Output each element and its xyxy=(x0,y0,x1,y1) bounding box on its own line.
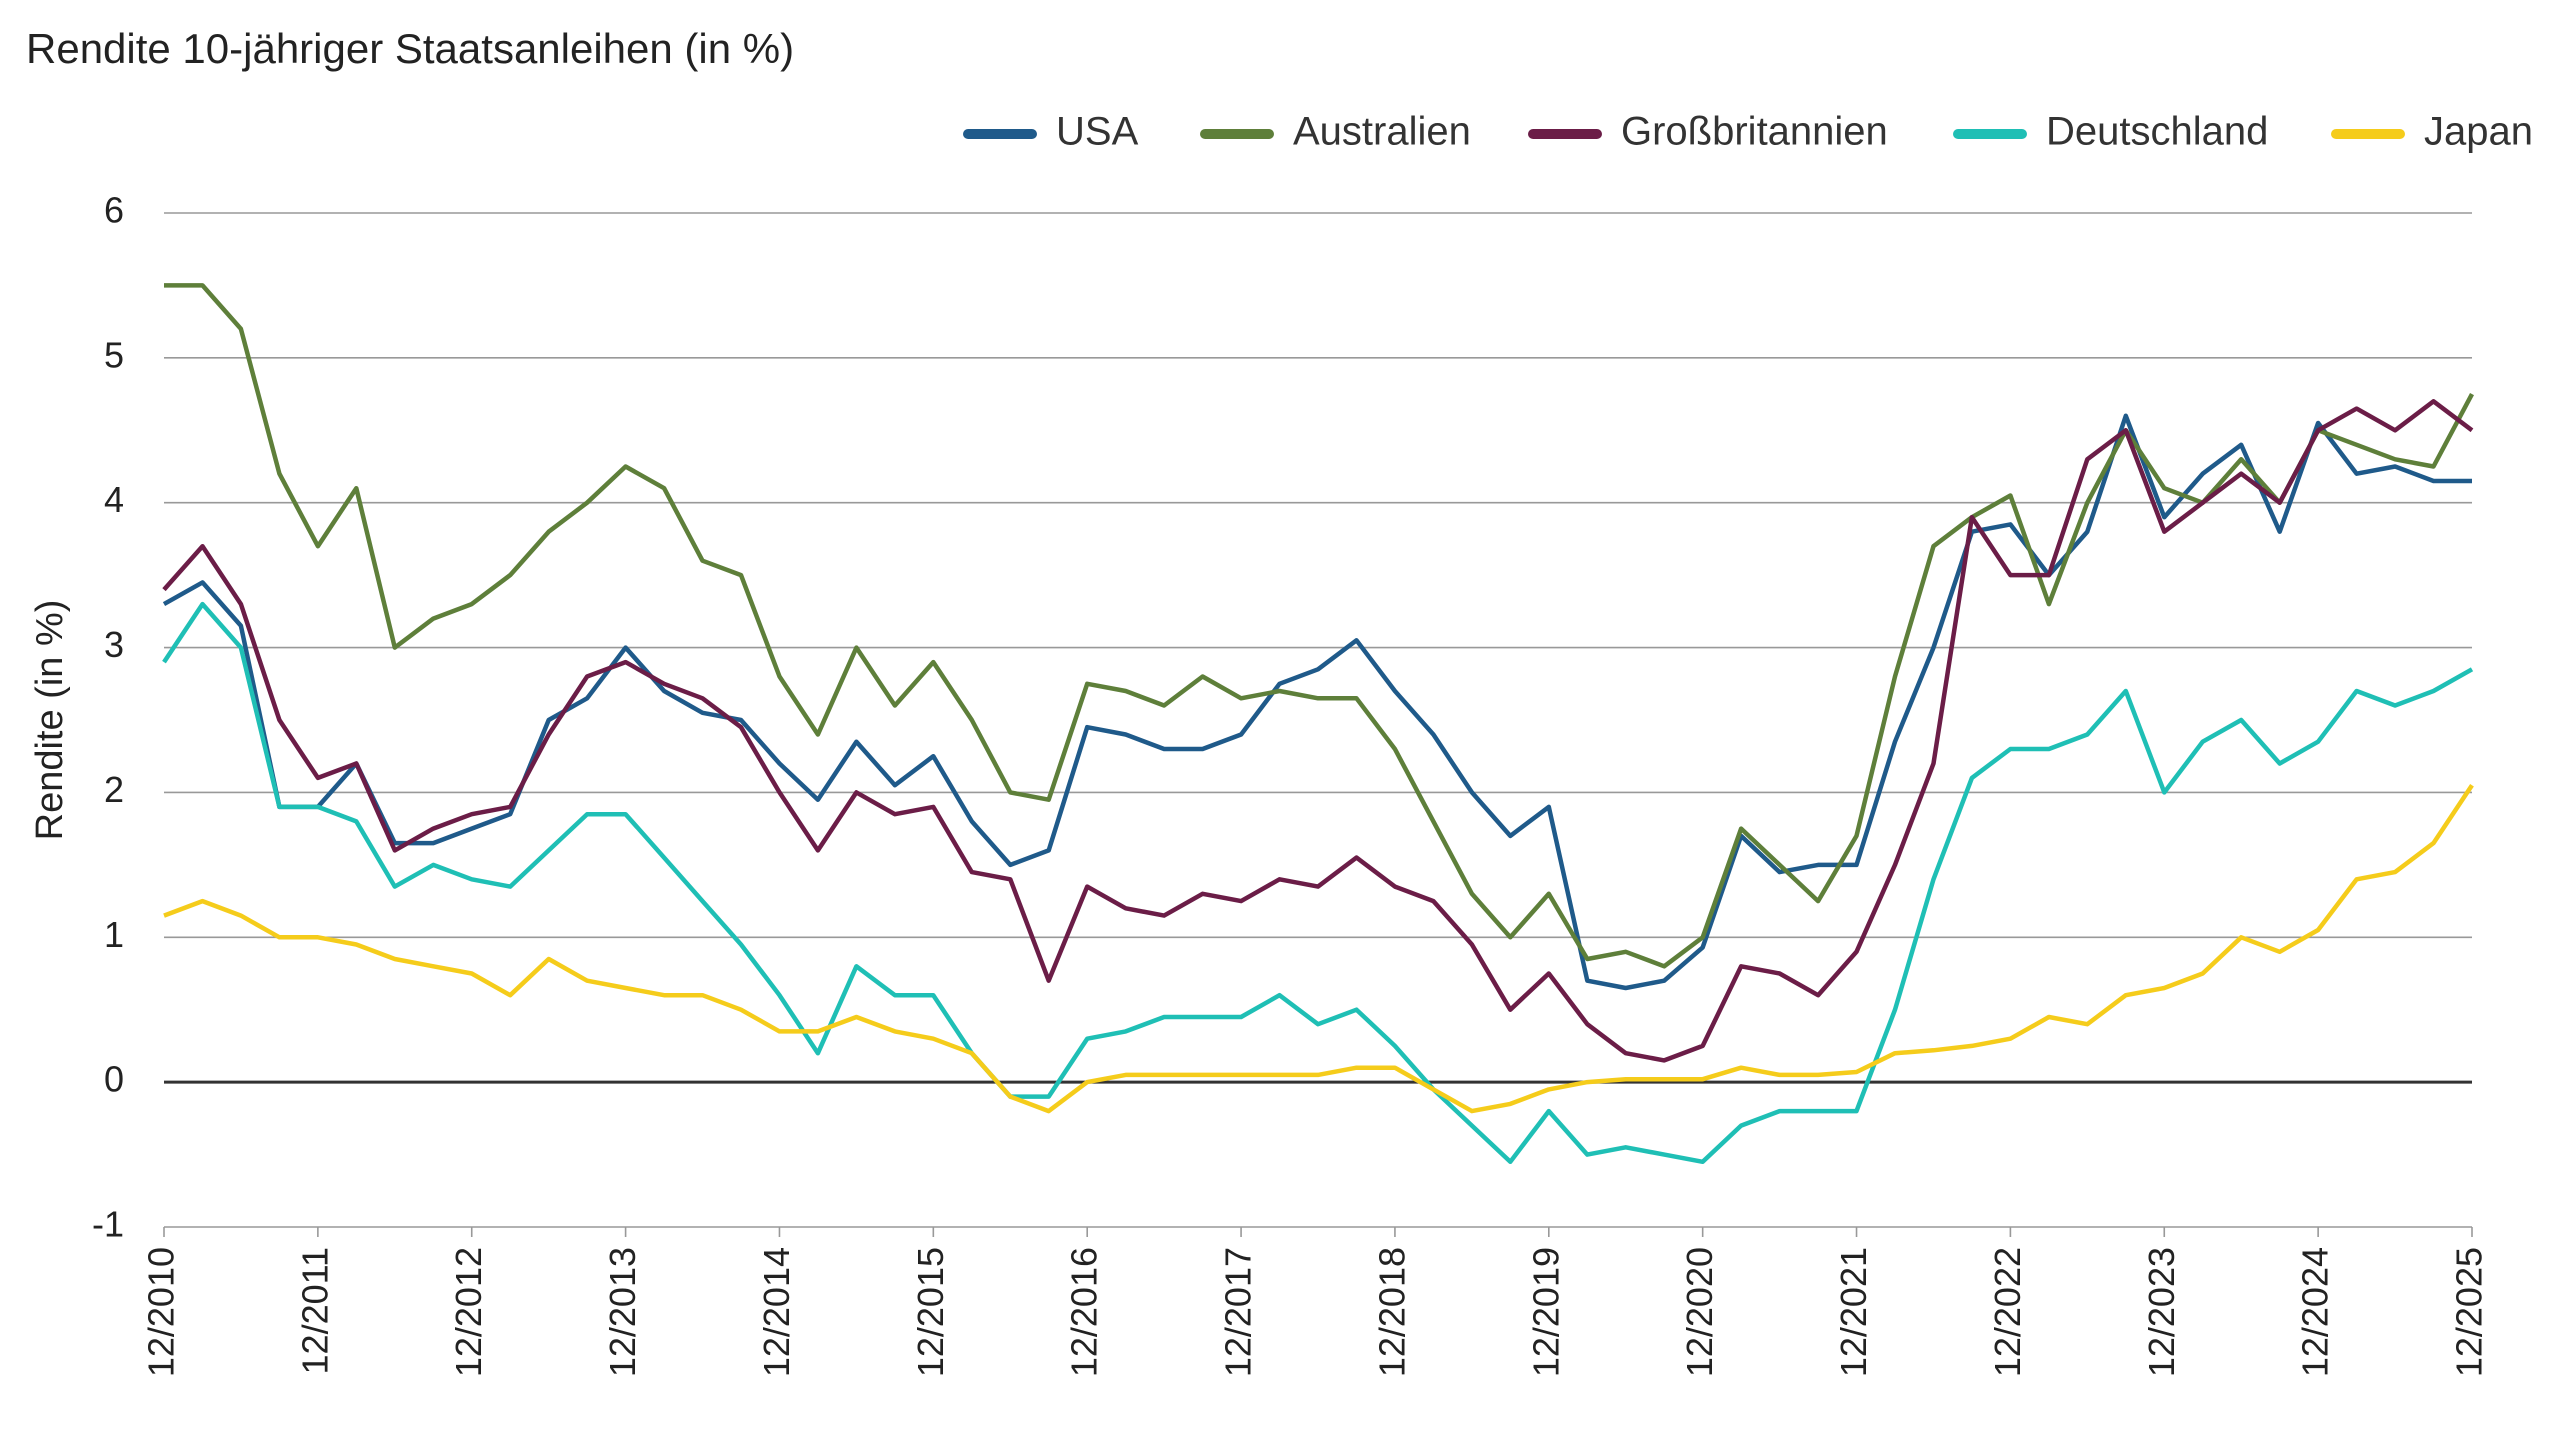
x-tick-label: 12/2018 xyxy=(1371,1247,1412,1377)
series-line xyxy=(163,783,2474,1114)
x-tick-label: 12/2010 xyxy=(141,1247,182,1377)
x-tick-label: 12/2012 xyxy=(448,1247,489,1377)
series-line xyxy=(164,283,2474,969)
x-tick-label: 12/2011 xyxy=(294,1247,335,1374)
y-tick-label: 2 xyxy=(104,769,124,810)
y-tick-label: 0 xyxy=(104,1059,124,1100)
legend-label: Großbritannien xyxy=(1621,110,1888,154)
x-tick-label: 12/2015 xyxy=(910,1247,951,1377)
legend-label: USA xyxy=(1056,110,1139,154)
y-axis-label: Rendite (in %) xyxy=(29,600,71,841)
legend-label: Deutschland xyxy=(2046,110,2268,154)
legend-label: Australien xyxy=(1293,110,1471,154)
x-tick-label: 12/2023 xyxy=(2141,1247,2182,1377)
x-tick-label: 12/2020 xyxy=(1679,1247,1720,1377)
x-tick-label: 12/2016 xyxy=(1064,1247,1105,1377)
x-tick-label: 12/2024 xyxy=(2295,1247,2336,1377)
x-tick-label: 12/2021 xyxy=(1833,1247,1874,1377)
y-tick-label: -1 xyxy=(92,1204,124,1245)
x-tick-label: 12/2017 xyxy=(1218,1247,1259,1377)
grid: -1 0 1 2 3 4 5 6 12/2010 12/2011 12/2012 12/2013 12/… xyxy=(92,190,2490,1378)
y-tick-label: 1 xyxy=(104,914,124,955)
y-tick-label: 4 xyxy=(104,479,124,520)
lines xyxy=(162,283,2474,1165)
chart-title: Rendite 10-jähriger Staatsanleihen (in %… xyxy=(26,25,794,72)
legend-label: Japan xyxy=(2424,110,2533,154)
series-line xyxy=(162,399,2474,1063)
x-tick-label: 12/2025 xyxy=(2449,1247,2490,1377)
y-tick-label: 3 xyxy=(104,624,124,665)
series-line xyxy=(162,413,2472,991)
x-tick-label: 12/2022 xyxy=(1987,1247,2028,1377)
y-tick-label: 6 xyxy=(104,190,124,231)
x-tick-label: 12/2019 xyxy=(1525,1247,1566,1377)
x-tick-label: 12/2013 xyxy=(602,1247,643,1377)
x-tick-label: 12/2014 xyxy=(756,1247,797,1377)
legend: USA Australien Großbritannien Deutschland Ja… xyxy=(963,110,2533,154)
y-tick-label: 5 xyxy=(104,334,124,375)
series-line xyxy=(162,601,2474,1165)
